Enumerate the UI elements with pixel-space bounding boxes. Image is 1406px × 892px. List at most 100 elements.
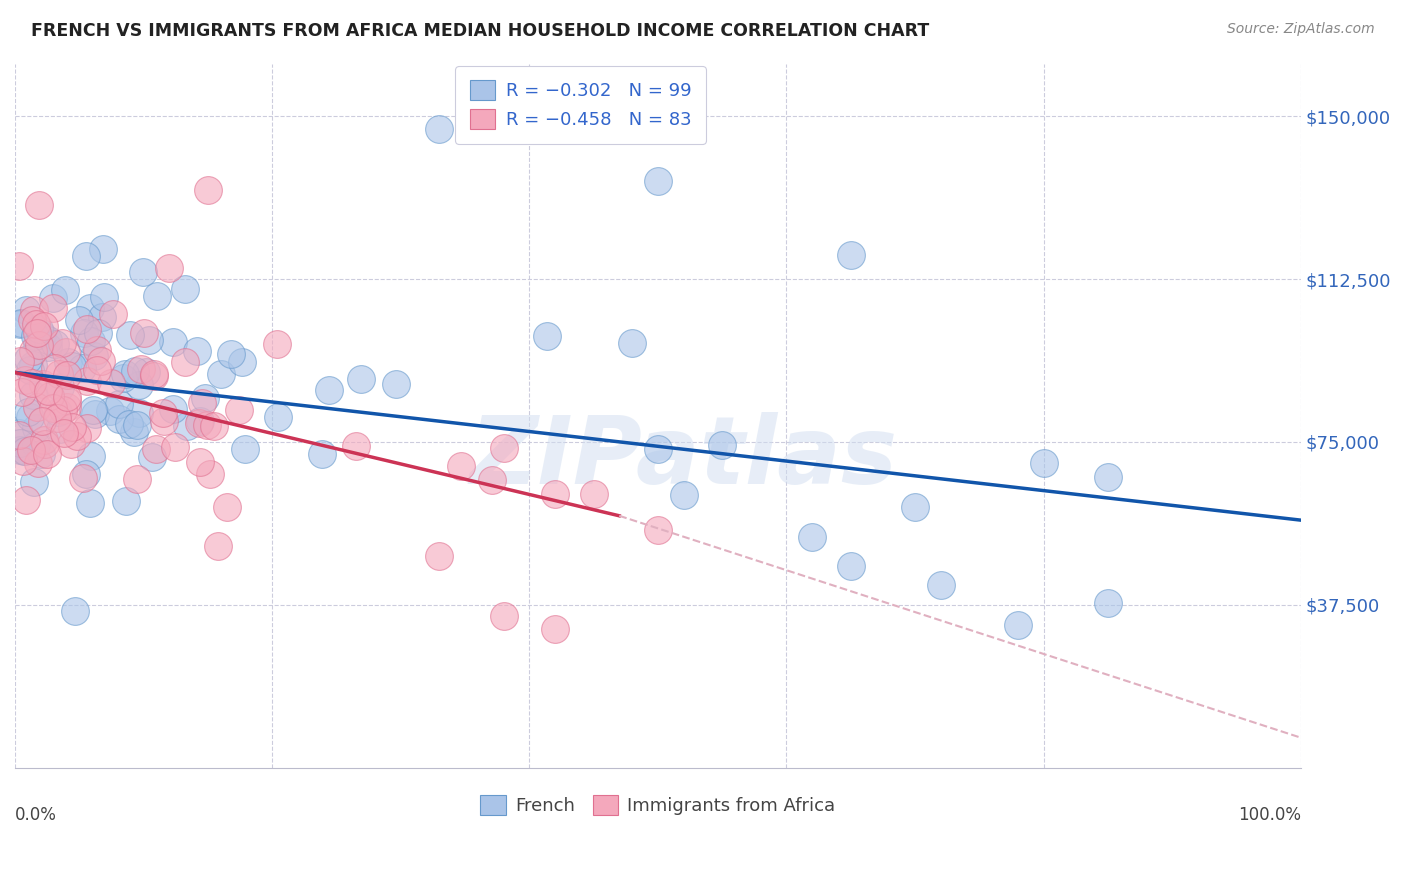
Text: Source: ZipAtlas.com: Source: ZipAtlas.com [1227,22,1375,37]
Point [427,549,450,564]
Point [48,367,70,381]
Point [44,337,66,351]
Point [8,353,31,368]
Point [188,455,211,469]
Point [127,418,149,433]
Text: 100.0%: 100.0% [1237,806,1301,824]
Point [219,347,242,361]
Point [194,391,217,405]
Point [157,261,180,276]
Point [79,301,101,316]
Point [46,411,69,425]
Point [75,467,97,481]
Point [90,354,112,368]
Point [202,419,225,434]
Point [52,403,75,417]
Text: 0.0%: 0.0% [15,806,56,824]
Point [31,413,53,427]
Point [1097,596,1119,610]
Point [131,265,153,279]
Point [24,421,46,435]
Point [24,328,46,343]
Text: ZIPatlas: ZIPatlas [470,412,897,504]
Point [28,198,51,212]
Point [98,403,121,417]
Point [385,377,408,392]
Point [217,500,239,514]
Point [176,418,198,433]
Point [32,319,55,334]
Point [173,355,195,369]
Point [207,539,229,553]
Point [1032,456,1054,470]
Point [83,349,105,363]
Point [839,559,862,574]
Point [128,406,150,420]
Point [100,376,122,390]
Point [173,282,195,296]
Point [25,400,48,414]
Point [118,417,141,431]
Point [37,334,59,348]
Point [318,384,340,398]
Point [536,328,558,343]
Point [162,402,184,417]
Point [51,336,73,351]
Point [20,409,42,424]
Point [44,360,66,375]
Point [142,367,165,381]
Point [492,441,515,455]
Point [17,351,39,366]
Point [11,384,34,399]
Point [20,363,42,377]
Point [101,308,124,322]
Point [544,487,567,501]
Point [209,368,232,382]
Point [1007,618,1029,632]
Point [56,390,79,404]
Point [31,327,53,342]
Point [544,622,567,636]
Point [27,457,49,471]
Point [427,122,450,136]
Point [56,355,79,369]
Point [22,302,45,317]
Point [17,405,39,419]
Point [52,425,75,440]
Point [24,317,46,331]
Point [7,427,30,442]
Point [266,336,288,351]
Point [30,448,52,462]
Point [34,434,56,448]
Legend: French, Immigrants from Africa: French, Immigrants from Africa [474,788,842,822]
Point [20,443,42,458]
Point [7,260,30,274]
Point [41,291,63,305]
Point [21,344,44,359]
Point [711,438,734,452]
Point [582,487,605,501]
Point [22,358,45,372]
Point [188,414,211,428]
Point [141,450,163,465]
Point [145,442,167,456]
Point [60,420,83,434]
Point [91,242,114,256]
Point [267,410,290,425]
Point [63,604,86,618]
Point [14,444,37,458]
Point [186,343,208,358]
Point [22,475,45,489]
Point [127,472,149,486]
Point [672,488,695,502]
Point [27,326,49,340]
Point [143,368,166,383]
Point [79,449,101,463]
Point [86,363,108,377]
Point [344,439,367,453]
Point [13,443,35,458]
Point [56,368,79,383]
Point [647,523,669,537]
Point [53,283,76,297]
Point [115,493,138,508]
